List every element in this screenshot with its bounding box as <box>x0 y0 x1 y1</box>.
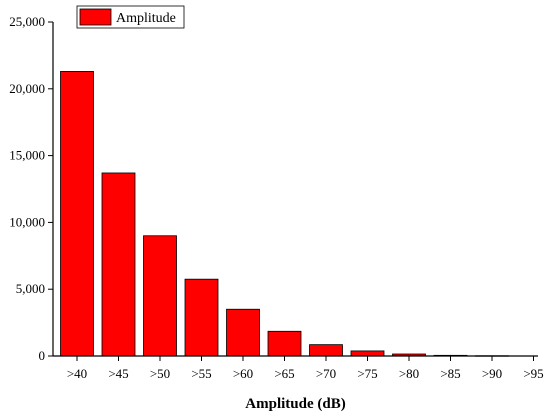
x-tick-label: >50 <box>150 366 170 381</box>
bar <box>350 350 385 357</box>
y-tick-label: 15,000 <box>9 148 45 163</box>
x-tick-label: >95 <box>523 366 543 381</box>
bar <box>184 278 219 357</box>
y-tick-label: 20,000 <box>9 81 45 96</box>
legend: Amplitude <box>76 5 185 29</box>
y-tick-label: 25,000 <box>9 14 45 29</box>
x-tick-label: >75 <box>357 366 377 381</box>
bars-layer <box>60 71 509 357</box>
x-tick-label: >70 <box>316 366 336 381</box>
x-tick-label: >60 <box>233 366 253 381</box>
bar <box>101 172 136 357</box>
x-tick-label: >40 <box>67 366 87 381</box>
y-tick-label: 10,000 <box>9 214 45 229</box>
bar <box>267 330 302 357</box>
bar <box>60 71 94 357</box>
x-tick-label: >85 <box>440 366 460 381</box>
x-tick-label: >90 <box>482 366 502 381</box>
bar <box>309 344 343 357</box>
bar <box>143 235 177 357</box>
legend-swatch <box>79 8 112 26</box>
x-ticks: >40 >45 >50 >55 >60 >65 >70 >75 >80 >85 >90 >95 <box>67 356 544 381</box>
y-ticks: 0 5,000 10,000 15,000 20,000 25,000 <box>9 14 53 363</box>
x-axis-title: Amplitude (dB) <box>245 396 345 412</box>
x-tick-label: >45 <box>108 366 128 381</box>
axes-layer <box>52 22 538 357</box>
x-tick-label: >80 <box>399 366 419 381</box>
y-tick-label: 5,000 <box>16 281 45 296</box>
bar <box>226 308 260 357</box>
x-tick-label: >65 <box>274 366 294 381</box>
x-tick-label: >55 <box>191 366 211 381</box>
y-tick-label: 0 <box>39 348 46 363</box>
legend-label: Amplitude <box>116 11 176 26</box>
